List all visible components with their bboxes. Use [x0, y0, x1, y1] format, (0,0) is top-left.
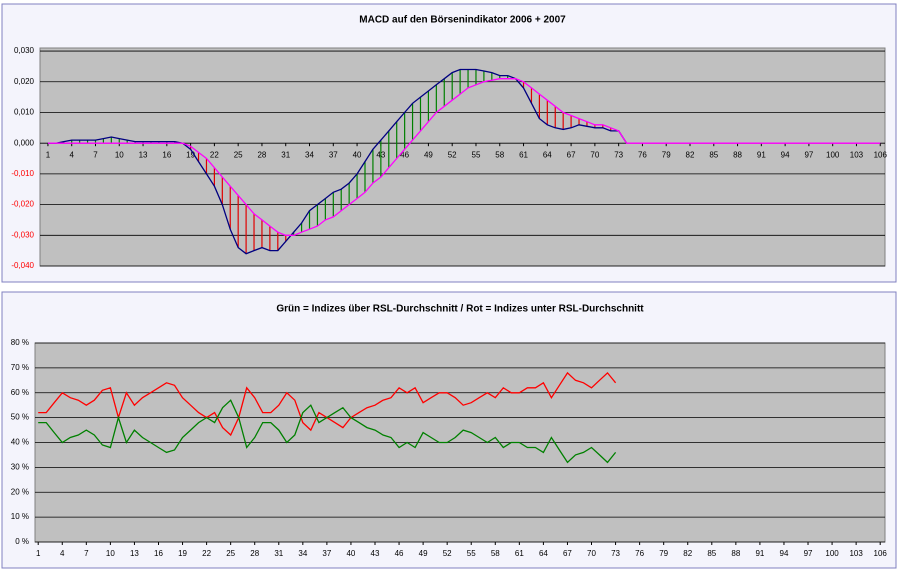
x-tick-label: 28: [250, 549, 259, 558]
x-tick-label: 49: [424, 150, 433, 159]
y-tick-label: 60 %: [11, 388, 29, 397]
x-tick-label: 82: [683, 549, 692, 558]
y-tick-label: -0,040: [11, 261, 34, 270]
x-tick-label: 67: [567, 150, 576, 159]
y-tick-label: 0,010: [14, 108, 35, 117]
y-tick-label: -0,020: [11, 200, 34, 209]
x-tick-label: 10: [106, 549, 115, 558]
x-tick-label: 19: [186, 150, 195, 159]
x-tick-label: 25: [226, 549, 235, 558]
x-tick-label: 97: [804, 549, 813, 558]
x-tick-label: 22: [202, 549, 211, 558]
x-tick-label: 34: [305, 150, 314, 159]
x-tick-label: 97: [804, 150, 813, 159]
x-tick-label: 106: [874, 150, 888, 159]
x-tick-label: 16: [162, 150, 171, 159]
x-tick-label: 46: [400, 150, 409, 159]
x-tick-label: 1: [46, 150, 51, 159]
x-tick-label: 64: [543, 150, 552, 159]
plot-area: [39, 47, 886, 267]
x-tick-label: 100: [825, 549, 839, 558]
x-tick-label: 103: [849, 549, 863, 558]
x-tick-label: 82: [686, 150, 695, 159]
x-tick-label: 55: [467, 549, 476, 558]
x-tick-label: 91: [755, 549, 764, 558]
x-tick-label: 43: [371, 549, 380, 558]
y-tick-label: 80 %: [11, 338, 29, 347]
y-tick-label: 70 %: [11, 363, 29, 372]
x-tick-label: 88: [733, 150, 742, 159]
x-tick-label: 58: [495, 150, 504, 159]
x-tick-label: 28: [257, 150, 266, 159]
x-tick-label: 106: [874, 549, 888, 558]
y-tick-label: -0,010: [11, 169, 34, 178]
x-tick-label: 10: [115, 150, 124, 159]
x-tick-label: 7: [93, 150, 98, 159]
x-tick-label: 46: [395, 549, 404, 558]
x-tick-label: 94: [781, 150, 790, 159]
y-tick-label: -0,030: [11, 230, 34, 239]
data-line: [47, 78, 881, 236]
x-tick-label: 58: [491, 549, 500, 558]
x-tick-label: 79: [659, 549, 668, 558]
y-tick-label: 30 %: [11, 462, 29, 471]
x-tick-label: 70: [587, 549, 596, 558]
x-tick-label: 4: [60, 549, 65, 558]
x-tick-label: 61: [515, 549, 524, 558]
x-tick-label: 22: [210, 150, 219, 159]
x-tick-label: 85: [707, 549, 716, 558]
x-tick-label: 61: [519, 150, 528, 159]
y-tick-label: 0,000: [14, 138, 35, 147]
x-tick-label: 19: [178, 549, 187, 558]
x-tick-label: 37: [329, 150, 338, 159]
x-tick-label: 40: [346, 549, 355, 558]
y-tick-label: 0,030: [14, 46, 35, 55]
x-tick-label: 4: [69, 150, 74, 159]
y-tick-label: 0 %: [15, 537, 29, 546]
x-tick-label: 88: [731, 549, 740, 558]
x-tick-label: 13: [130, 549, 139, 558]
x-tick-label: 31: [281, 150, 290, 159]
x-tick-label: 91: [757, 150, 766, 159]
x-tick-label: 67: [563, 549, 572, 558]
x-tick-label: 49: [419, 549, 428, 558]
x-tick-label: 103: [850, 150, 864, 159]
x-tick-label: 85: [709, 150, 718, 159]
y-tick-label: 40 %: [11, 438, 29, 447]
x-tick-label: 76: [635, 549, 644, 558]
x-tick-label: 13: [139, 150, 148, 159]
x-tick-label: 100: [826, 150, 840, 159]
x-tick-label: 1: [36, 549, 41, 558]
chart-title: Grün = Indizes über RSL-Durchschnitt / R…: [276, 304, 644, 315]
x-tick-label: 34: [298, 549, 307, 558]
x-tick-label: 55: [472, 150, 481, 159]
x-tick-label: 94: [780, 549, 789, 558]
y-tick-label: 20 %: [11, 487, 29, 496]
y-tick-label: 50 %: [11, 413, 29, 422]
x-tick-label: 40: [353, 150, 362, 159]
x-tick-label: 79: [662, 150, 671, 159]
x-tick-label: 70: [590, 150, 599, 159]
x-tick-label: 16: [154, 549, 163, 558]
x-tick-label: 52: [448, 150, 457, 159]
x-tick-label: 73: [614, 150, 623, 159]
x-tick-label: 52: [443, 549, 452, 558]
data-line: [38, 399, 617, 464]
x-tick-label: 64: [539, 549, 548, 558]
y-tick-label: 0,020: [14, 77, 35, 86]
x-tick-label: 7: [84, 549, 89, 558]
x-tick-label: 31: [274, 549, 283, 558]
y-tick-label: 10 %: [11, 512, 29, 521]
x-tick-label: 37: [322, 549, 331, 558]
x-tick-label: 73: [611, 549, 620, 558]
x-tick-label: 25: [234, 150, 243, 159]
chart-title: MACD auf den Börsenindikator 2006 + 2007: [359, 15, 566, 26]
data-line: [47, 68, 628, 255]
x-tick-label: 76: [638, 150, 647, 159]
